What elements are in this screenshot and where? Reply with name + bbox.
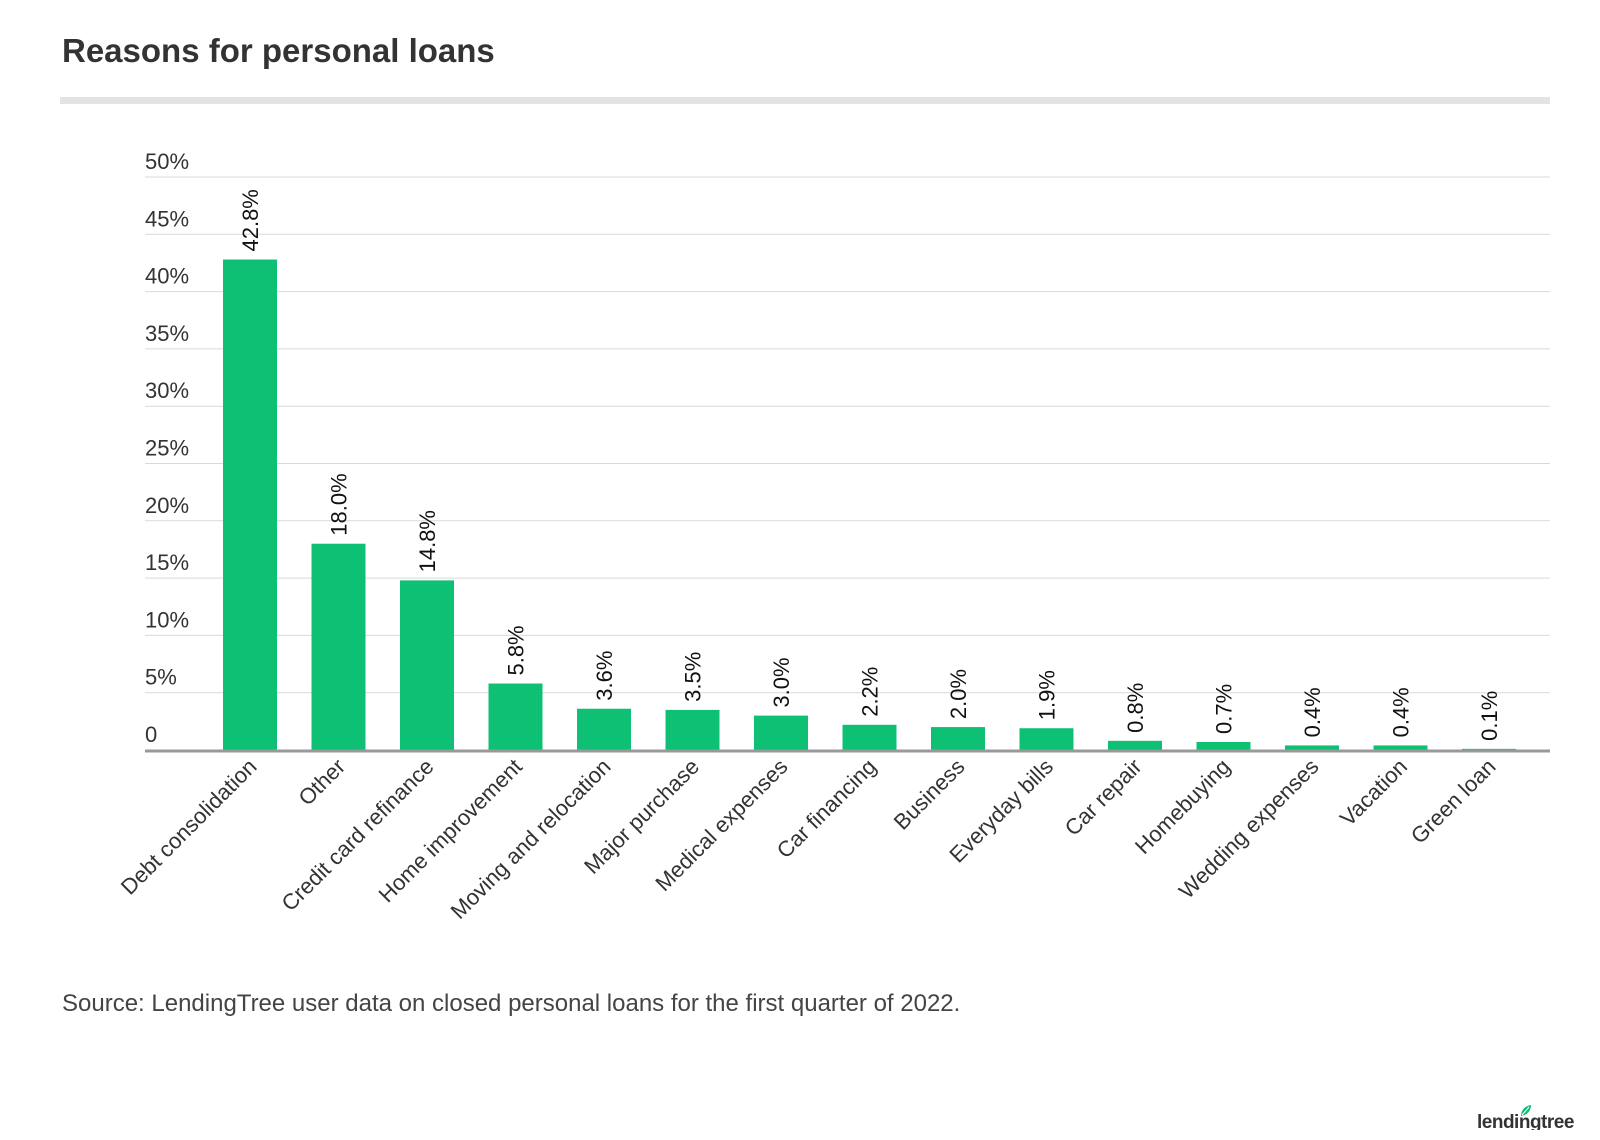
data-label: 1.9% (1035, 670, 1060, 720)
x-tick-label: Debt consolidation (116, 754, 262, 900)
bar (1462, 748, 1516, 750)
bar (1285, 745, 1339, 750)
bar (1108, 740, 1162, 750)
y-tick-label: 25% (145, 436, 189, 461)
data-label: 3.6% (592, 651, 617, 701)
bar (665, 709, 720, 750)
y-tick-label: 10% (145, 607, 189, 632)
x-tick-label: Business (889, 754, 970, 835)
title-divider (60, 97, 1550, 104)
data-label: 2.2% (858, 667, 883, 717)
y-tick-label: 40% (145, 264, 189, 289)
bar (842, 724, 897, 750)
y-tick-label: 35% (145, 321, 189, 346)
data-label: 5.8% (504, 625, 529, 675)
bar (311, 543, 366, 750)
x-tick-label: Car repair (1060, 754, 1147, 841)
bar (577, 708, 631, 750)
data-label: 18.0% (327, 473, 352, 535)
leaf-icon (1521, 1105, 1531, 1116)
y-tick-label: 50% (145, 149, 189, 174)
y-tick-label: 0 (145, 722, 157, 747)
brand-name: lendingtree (1477, 1112, 1574, 1130)
data-label: 3.0% (769, 657, 794, 707)
data-label: 42.8% (238, 189, 263, 251)
bars (223, 259, 1516, 750)
bar (488, 683, 543, 750)
brand-logo: lendingtree (1477, 1094, 1577, 1135)
x-tick-label: Green loan (1406, 754, 1501, 849)
x-tick-label: Vacation (1335, 754, 1412, 831)
data-label: 0.8% (1123, 683, 1148, 733)
data-label: 14.8% (415, 510, 440, 572)
bar (400, 580, 454, 750)
bar (223, 259, 277, 750)
bar (1373, 745, 1428, 750)
data-label: 3.5% (681, 652, 706, 702)
bar (1019, 728, 1074, 750)
y-tick-label: 20% (145, 493, 189, 518)
data-label: 0.4% (1389, 687, 1414, 737)
y-tick-label: 15% (145, 550, 189, 575)
y-tick-label: 5% (145, 665, 177, 690)
bar (754, 715, 808, 750)
y-tick-label: 30% (145, 378, 189, 403)
data-label: 0.7% (1212, 684, 1237, 734)
data-label: 0.4% (1300, 687, 1325, 737)
source-note: Source: LendingTree user data on closed … (62, 990, 961, 1017)
gridlines (145, 176, 1550, 694)
data-label: 2.0% (946, 669, 971, 719)
bar (1196, 741, 1251, 750)
bar-chart: 0 5% 10% 15% 20% 25% 30% 35% 40% 45% 50% 42.8% 18.0… (116, 149, 1550, 924)
bar (931, 727, 985, 750)
y-tick-label: 45% (145, 206, 189, 231)
x-tick-label: Moving and relocation (446, 754, 616, 924)
y-axis-ticks: 0 5% 10% 15% 20% 25% 30% 35% 40% 45% 50% (145, 149, 189, 747)
data-labels: 42.8% 18.0% 14.8% 5.8% 3.6% 3.5% 3.0% 2.2% 2.0% 1… (238, 189, 1502, 741)
data-label: 0.1% (1477, 691, 1502, 741)
chart-title: Reasons for personal loans (62, 32, 495, 69)
x-tick-label: Credit card refinance (276, 754, 438, 916)
x-tick-label: Other (293, 754, 350, 811)
